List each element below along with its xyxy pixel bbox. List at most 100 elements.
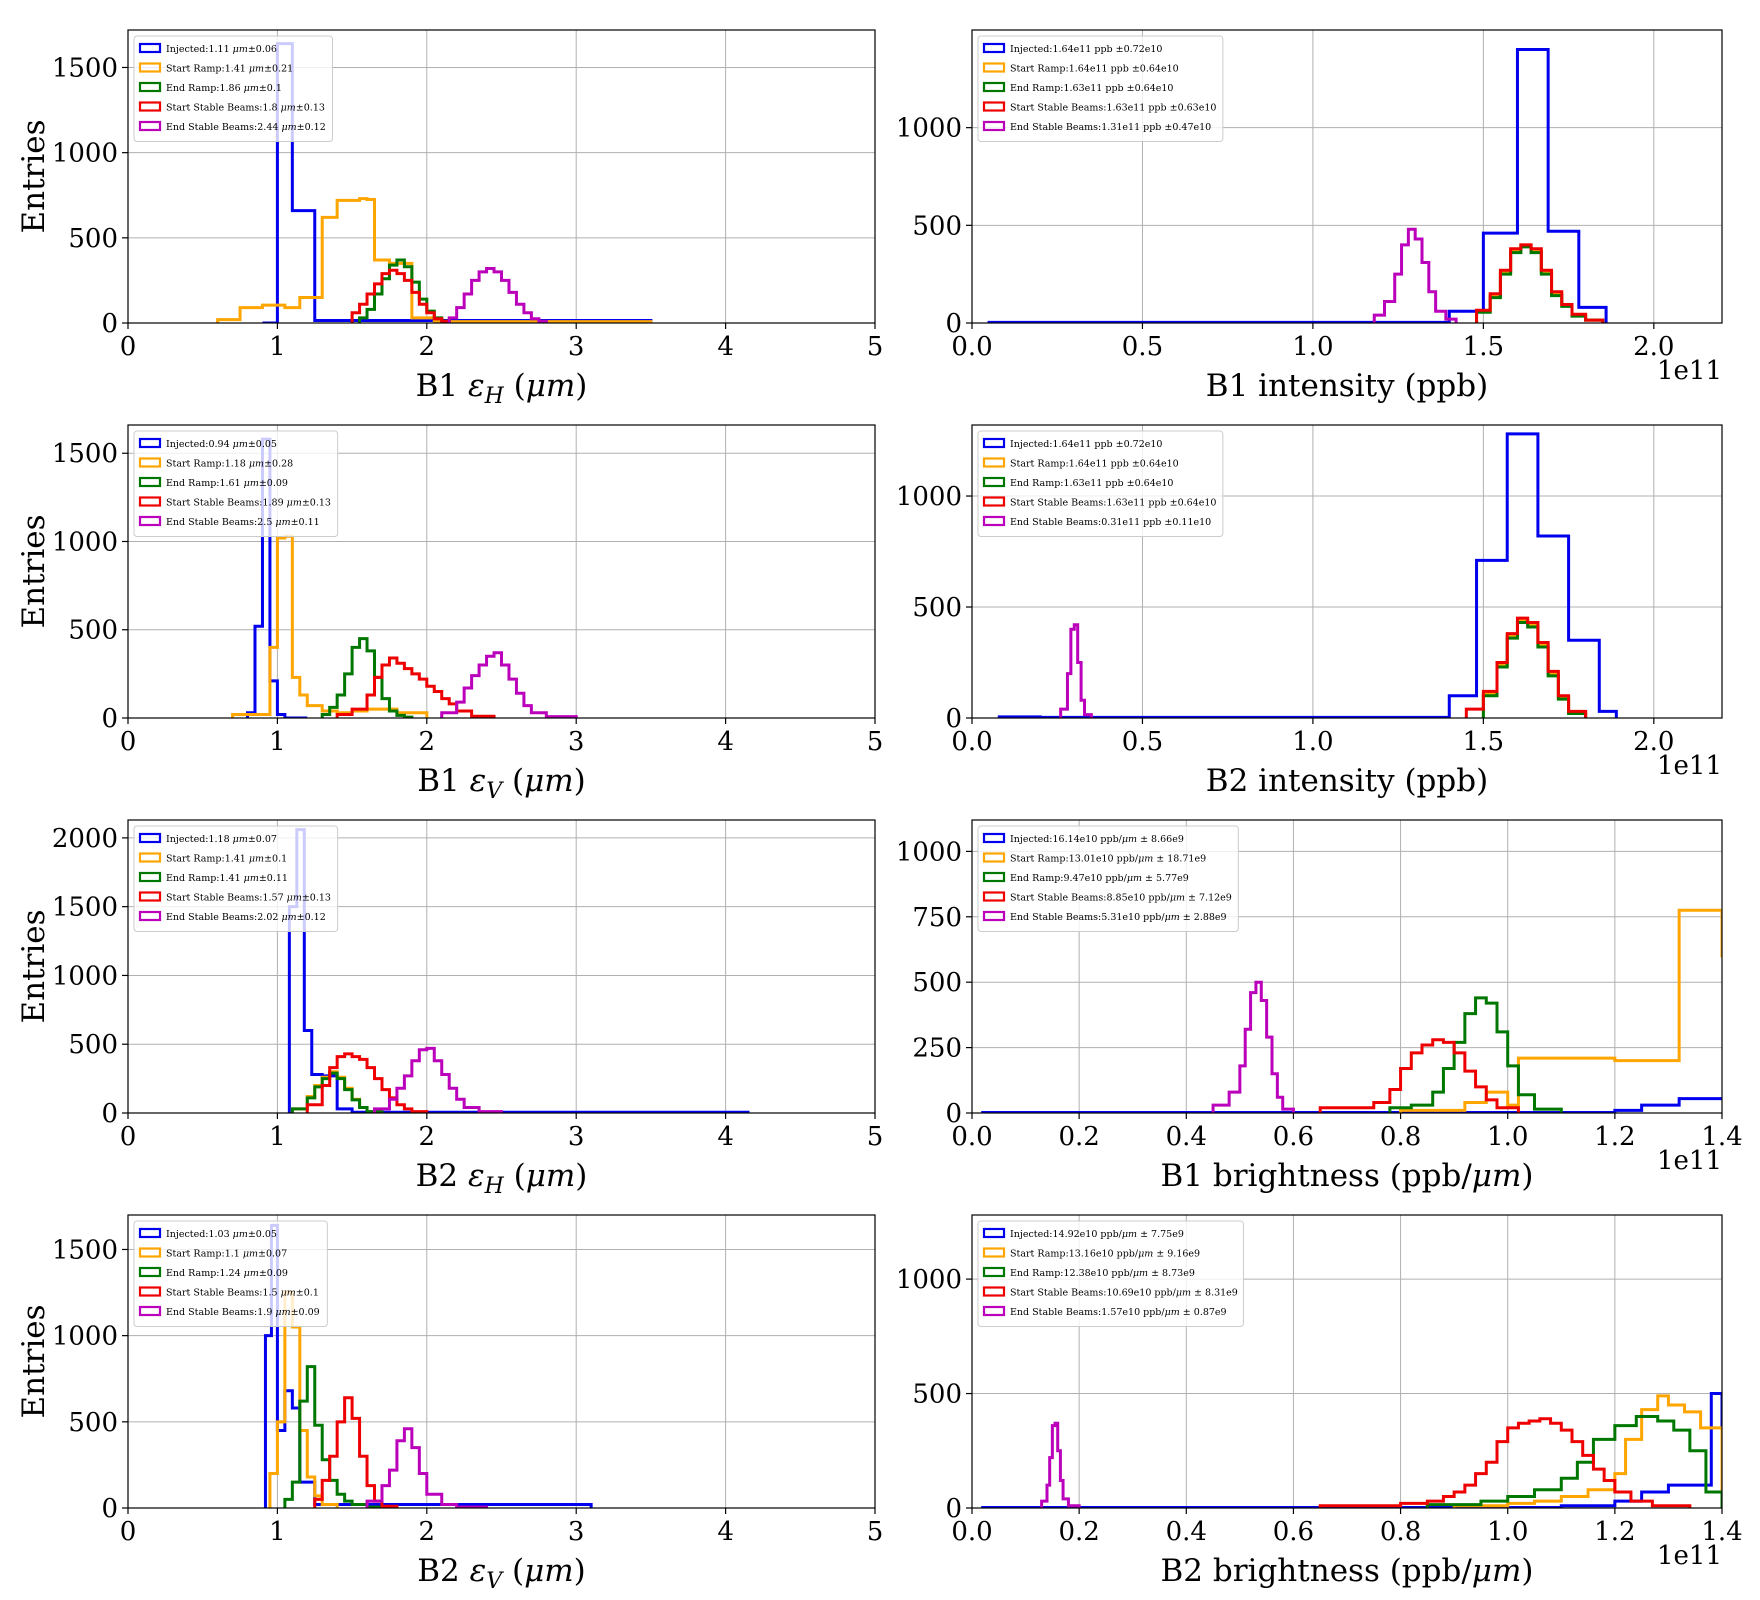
y-tick-label: 500 (68, 616, 118, 646)
x-tick-label: 1.4 (1701, 1517, 1742, 1547)
legend-swatch (982, 910, 1006, 922)
x-tick-label: 2.0 (1633, 332, 1674, 362)
x-tick-label: 2.0 (1633, 727, 1674, 757)
legend: Injected:0.94 μm±0.05 Start Ramp:1.18 μm±… (133, 430, 339, 537)
legend-swatch (138, 42, 162, 54)
legend-entry: Start Ramp:1.18 μm±0.28 (166, 459, 293, 470)
histogram-series-4 (1318, 1417, 1692, 1508)
chart-panel-8: 0.0 0.2 0.4 0.6 0.8 1.0 1.2 1.4 0 500 1000 B2 brigh… (896, 1214, 1743, 1589)
x-tick-label: 0.0 (951, 1122, 992, 1152)
legend-swatch (982, 1227, 1006, 1239)
legend-entry: Start Ramp:1.41 μm±0.21 (166, 64, 293, 75)
x-tick-label: 0 (120, 332, 137, 362)
x-tick-label: 1.0 (1487, 1517, 1528, 1547)
legend-entry: Injected:1.11 μm±0.06 (166, 44, 277, 55)
x-tick-label: 1.5 (1463, 332, 1504, 362)
histogram-series-4 (305, 1052, 429, 1113)
legend-entry: End Ramp:1.61 μm±0.09 (166, 478, 288, 489)
x-tick-label: 1.2 (1594, 1517, 1635, 1547)
chart-panel-3: 0 1 2 3 4 5 0 500 1000 1500 B1 εV (μm) Entries Injec… (16, 424, 884, 804)
legend-swatch (982, 437, 1006, 449)
x-tick-label: 5 (867, 332, 884, 362)
legend-swatch (138, 437, 162, 449)
plot-frame (971, 819, 1723, 1114)
y-tick-label: 1500 (52, 439, 118, 469)
x-tick-label: 1.2 (1594, 1122, 1635, 1152)
histogram-series-3 (283, 1365, 384, 1508)
y-tick-label: 1000 (896, 114, 962, 144)
x-tick-label: 0.6 (1273, 1517, 1314, 1547)
y-axis-label: Entries (16, 909, 52, 1023)
legend-swatch (982, 496, 1006, 507)
x-tick-label: 4 (717, 332, 734, 362)
histogram-series-4 (1475, 243, 1605, 323)
y-tick-label: 500 (912, 211, 962, 241)
histogram-series-3 (320, 637, 414, 718)
x-tick-label: 4 (717, 727, 734, 757)
histogram-series-5 (365, 1427, 489, 1508)
legend-swatch (138, 1305, 162, 1317)
y-tick-label: 0 (945, 309, 962, 339)
legend-entry: End Stable Beams:0.31e11 ppb ±0.11e10 (1010, 517, 1211, 528)
legend-swatch (138, 62, 162, 73)
histogram-series-4 (313, 1396, 399, 1508)
x-tick-label: 1.4 (1701, 1122, 1742, 1152)
legend-swatch (138, 891, 162, 902)
chart-panel-1: 0 1 2 3 4 5 0 500 1000 1500 B1 εH (μm) Entries Injec… (16, 29, 884, 409)
y-tick-label: 0 (101, 1099, 118, 1129)
x-tick-label: 5 (867, 1122, 884, 1152)
y-tick-label: 0 (945, 704, 962, 734)
legend-entry: Injected:1.03 μm±0.05 (166, 1229, 277, 1240)
x-tick-label: 0.0 (951, 727, 992, 757)
y-tick-label: 1000 (896, 1265, 962, 1295)
legend-swatch (138, 1266, 162, 1278)
x-axis-label: B1 intensity (ppb) (1206, 368, 1488, 404)
legend-swatch (982, 1266, 1006, 1278)
plot-frame (127, 29, 876, 324)
legend-swatch (982, 101, 1006, 112)
legend-swatch (138, 476, 162, 488)
legend-swatch (138, 1227, 162, 1239)
plot-frame (127, 819, 876, 1114)
legend: Injected:1.18 μm±0.07 Start Ramp:1.41 μm±… (133, 825, 339, 932)
x-tick-label: 5 (867, 727, 884, 757)
histogram-series-3 (1388, 996, 1563, 1113)
legend-entry: Injected:1.64e11 ppb ±0.72e10 (1010, 44, 1162, 55)
legend-swatch (982, 1247, 1006, 1258)
x-tick-label: 0.5 (1122, 727, 1163, 757)
x-tick-label: 0.6 (1273, 1122, 1314, 1152)
legend-entry: Start Stable Beams:1.57 μm±0.13 (166, 893, 331, 904)
x-tick-label: 3 (568, 332, 585, 362)
x-tick-label: 0.8 (1380, 1517, 1421, 1547)
legend-entry: Start Ramp:13.16e10 ppb/μm ± 9.16e9 (1010, 1249, 1200, 1260)
legend-entry: Start Ramp:1.64e11 ppb ±0.64e10 (1010, 459, 1179, 470)
y-tick-label: 500 (68, 224, 118, 254)
x-axis-label: B2 brightness (ppb/μm) (1161, 1553, 1534, 1589)
y-tick-label: 0 (101, 309, 118, 339)
y-tick-label: 1000 (52, 527, 118, 557)
legend-swatch (982, 891, 1006, 902)
chart-panel-6: 0.0 0.2 0.4 0.6 0.8 1.0 1.2 1.4 0 250 500 750 1000 B1… (896, 819, 1743, 1194)
y-tick-label: 0 (945, 1494, 962, 1524)
x-tick-label: 4 (717, 1517, 734, 1547)
x-tick-label: 0.2 (1058, 1517, 1099, 1547)
legend-swatch (138, 1247, 162, 1258)
legend-swatch (982, 1305, 1006, 1317)
legend: Injected:1.64e11 ppb ±0.72e10 Start Ramp:… (977, 35, 1224, 142)
x-tick-label: 2 (419, 1122, 436, 1152)
chart-panel-5: 0 1 2 3 4 5 0 500 1000 1500 2000 B2 εH (μm) Entries I… (16, 819, 884, 1199)
y-tick-label: 0 (945, 1099, 962, 1129)
histogram-series-4 (1318, 1038, 1520, 1113)
axis-offset-label: 1e11 (1657, 356, 1722, 386)
legend-swatch (982, 1286, 1006, 1297)
x-tick-label: 0.0 (951, 332, 992, 362)
x-tick-label: 3 (568, 1122, 585, 1152)
legend-entry: End Ramp:1.24 μm±0.09 (166, 1268, 288, 1279)
legend-entry: Injected:1.18 μm±0.07 (166, 834, 277, 845)
legend-swatch (982, 42, 1006, 54)
y-tick-label: 1000 (52, 961, 118, 991)
y-tick-label: 250 (912, 1034, 962, 1064)
x-tick-label: 0 (120, 727, 137, 757)
legend-entry: End Ramp:12.38e10 ppb/μm ± 8.73e9 (1010, 1268, 1195, 1279)
